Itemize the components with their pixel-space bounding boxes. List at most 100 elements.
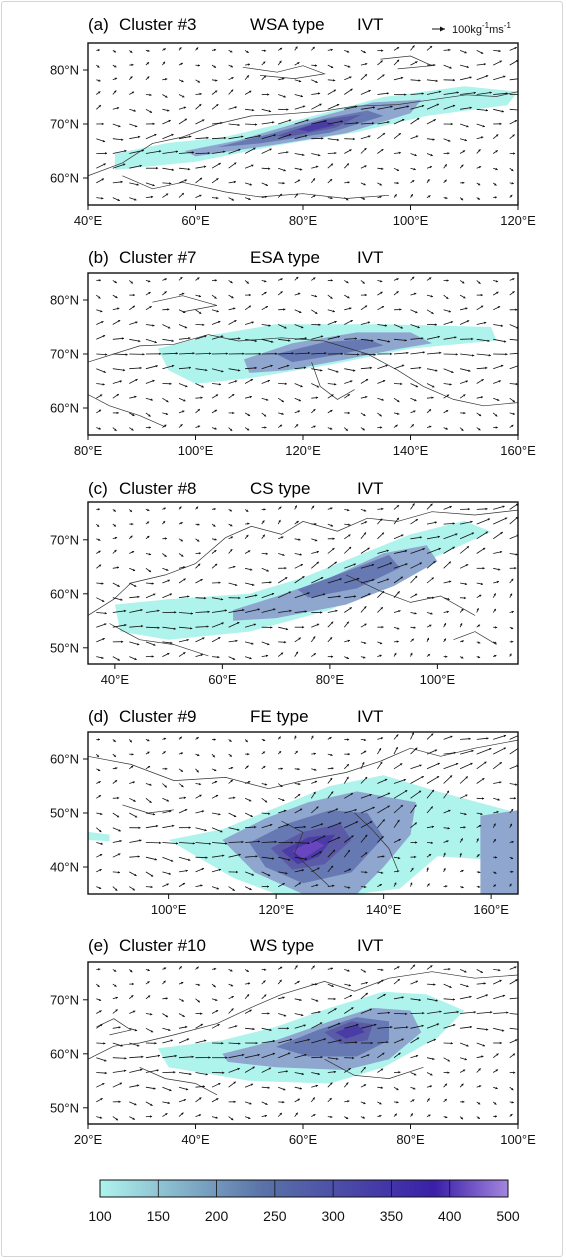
vector-arrowhead [398, 838, 401, 842]
vector-arrowhead [115, 888, 118, 891]
vector-arrowhead [463, 596, 466, 600]
vector-arrowhead [132, 1117, 135, 1120]
vector-arrowhead [512, 291, 515, 294]
vector-arrowhead [513, 1071, 516, 1074]
vector-arrowhead [131, 982, 134, 986]
vector-arrowhead [205, 856, 208, 859]
panel-c-type: CS type [250, 479, 310, 498]
vector-arrowhead [283, 95, 286, 98]
vector-arrowhead [214, 427, 217, 430]
vector-arrow [211, 151, 226, 154]
vector-arrowhead [97, 48, 100, 52]
vector-arrowhead [421, 1024, 424, 1028]
vector-arrow [162, 352, 178, 355]
vector-arrowhead [184, 809, 188, 812]
vector-arrow [344, 578, 360, 584]
y-tick-label: 60°N [50, 1046, 79, 1061]
vector-arrowhead [295, 46, 298, 49]
vector-arrowhead [208, 1056, 211, 1059]
vector-arrowhead [121, 138, 124, 141]
vector-arrowhead [521, 733, 523, 735]
coastline-layer [88, 971, 518, 1096]
vector-arrowhead [278, 519, 281, 523]
vector-arrowhead [198, 1114, 202, 1117]
panel-c-title: (c) Cluster #8 CS type IVT [88, 479, 383, 498]
vector-arrowhead [381, 591, 385, 594]
vector-arrow [460, 521, 473, 525]
vector-arrowhead [515, 308, 518, 311]
vector-arrowhead [363, 532, 366, 535]
vector-arrow [129, 149, 144, 154]
vector-arrowhead [368, 135, 371, 138]
vector-arrow [377, 338, 391, 343]
vector-arrowhead [330, 507, 333, 510]
vector-arrowhead [460, 623, 463, 626]
vector-arrowhead [237, 828, 240, 831]
vector-arrowhead [270, 626, 273, 629]
vector-arrowhead [98, 550, 101, 553]
panel-e-title: (e) Cluster #10 WS type IVT [88, 936, 383, 955]
shading-layer [88, 964, 518, 1121]
vector-arrow [261, 1040, 276, 1044]
vector-arrowhead [230, 1117, 234, 1121]
vector-arrowhead [150, 885, 153, 889]
vector-arrowhead [314, 64, 317, 67]
vector-arrowhead [101, 197, 104, 200]
vector-arrowhead [410, 882, 413, 885]
vector-arrowhead [230, 766, 234, 770]
vector-arrowhead [275, 352, 278, 355]
vector-arrow [377, 106, 393, 110]
vector-arrowhead [515, 382, 518, 386]
vector-arrowhead [348, 1068, 351, 1071]
vector-arrowhead [429, 1085, 432, 1088]
ivt-vector-field [96, 45, 518, 202]
vector-arrowhead [115, 295, 118, 298]
vector-arrowhead [478, 1085, 482, 1088]
vector-arrowhead [257, 608, 260, 611]
vector-arrowhead [216, 196, 219, 200]
coastline-layer [88, 295, 518, 428]
vector-arrow [460, 1011, 476, 1014]
vector-arrowhead [235, 583, 238, 587]
vector-arrowhead [446, 790, 449, 794]
vector-arrowhead [501, 1029, 505, 1032]
vector-arrowhead [412, 503, 415, 506]
vector-arrowhead [246, 994, 250, 997]
vector-arrowhead [398, 151, 401, 155]
vector-arrowhead [494, 1115, 497, 1118]
vector-arrowhead [197, 753, 200, 757]
vector-arrowhead [505, 92, 508, 95]
vector-arrow [393, 1026, 409, 1029]
vector-arrowhead [104, 1071, 107, 1075]
vector-arrowhead [197, 983, 201, 986]
vector-arrowhead [284, 382, 287, 385]
vector-arrowhead [495, 167, 498, 171]
vector-arrowhead [396, 291, 399, 294]
vector-arrowhead [154, 133, 157, 137]
panel-a-cluster: Cluster #3 [119, 15, 196, 34]
vector-arrowhead [315, 999, 319, 1002]
vector-arrowhead [337, 1022, 341, 1025]
vector-arrowhead [386, 549, 389, 552]
vector-arrowhead [387, 805, 390, 808]
vector-arrowhead [364, 885, 367, 889]
vector-arrowhead [510, 194, 513, 198]
vector-arrowhead [347, 296, 350, 299]
vector-arrowhead [396, 1088, 399, 1091]
vector-arrowhead [362, 197, 366, 200]
vector-arrowhead [364, 623, 367, 626]
vector-arrowhead [304, 610, 307, 613]
vector-arrowhead [415, 841, 418, 844]
vector-arrowhead [332, 537, 335, 540]
vector-arrowhead [165, 412, 169, 416]
vector-arrowhead [164, 785, 167, 788]
vector-arrowhead [137, 135, 141, 139]
vector-arrowhead [380, 761, 383, 765]
vector-arrowhead [349, 149, 352, 152]
vector-arrowhead [282, 798, 285, 802]
vector-arrowhead [264, 280, 267, 283]
vector-arrowhead [470, 762, 473, 766]
vector-arrowhead [480, 582, 483, 586]
vector-arrowhead [444, 164, 447, 167]
colorbar-ticks: 100 150 200 250 300 350 400 500 [88, 1180, 520, 1224]
